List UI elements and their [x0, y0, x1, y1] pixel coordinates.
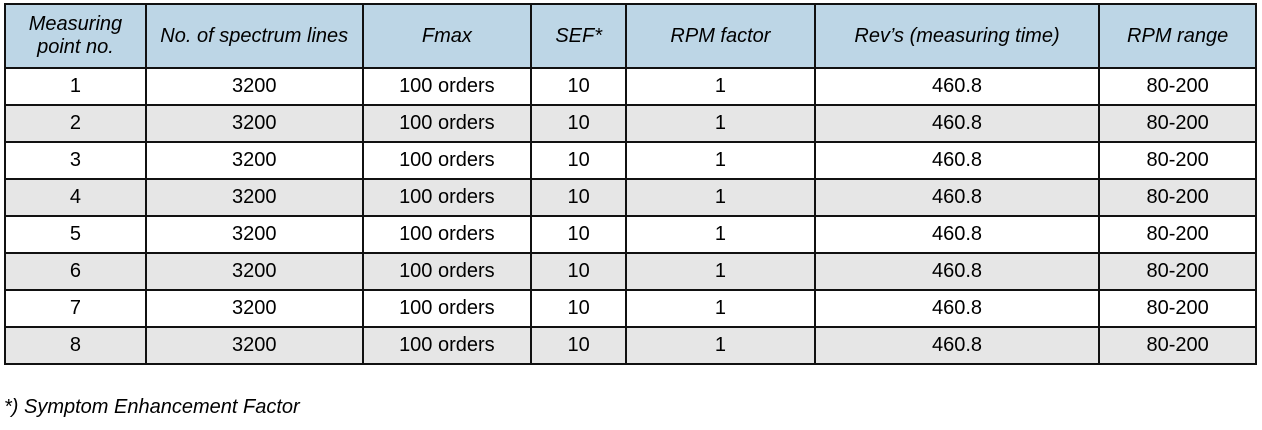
table-cell: 80-200 — [1098, 67, 1257, 106]
table-cell: 460.8 — [813, 178, 1101, 217]
table-row: 1 3200 100 orders 10 1 460.8 80-200 — [4, 67, 1257, 106]
table-cell: 10 — [530, 252, 628, 291]
table-cell: 6 — [4, 252, 147, 291]
table-cell: 80-200 — [1098, 289, 1257, 328]
column-header: Measuring point no. — [4, 3, 147, 69]
table-cell: 460.8 — [813, 141, 1101, 180]
table-cell: 1 — [625, 326, 816, 365]
table-cell: 1 — [625, 252, 816, 291]
table-cell: 80-200 — [1098, 252, 1257, 291]
header-row: Measuring point no. No. of spectrum lines… — [4, 3, 1257, 69]
table-cell: 1 — [625, 141, 816, 180]
table-cell: 100 orders — [361, 67, 533, 106]
column-header: Rev’s (measuring time) — [813, 3, 1101, 69]
table-cell: 10 — [530, 178, 628, 217]
table-cell: 100 orders — [361, 289, 533, 328]
table-row: 2 3200 100 orders 10 1 460.8 80-200 — [4, 104, 1257, 143]
table-cell: 10 — [530, 104, 628, 143]
table-cell: 80-200 — [1098, 141, 1257, 180]
table-cell: 3200 — [144, 252, 364, 291]
table-cell: 100 orders — [361, 104, 533, 143]
table-cell: 1 — [625, 67, 816, 106]
table-cell: 100 orders — [361, 178, 533, 217]
table-cell: 80-200 — [1098, 104, 1257, 143]
column-header: No. of spectrum lines — [144, 3, 364, 69]
table-row: 3 3200 100 orders 10 1 460.8 80-200 — [4, 141, 1257, 180]
table-cell: 1 — [625, 215, 816, 254]
table-cell: 8 — [4, 326, 147, 365]
table-cell: 1 — [625, 289, 816, 328]
table-cell: 3200 — [144, 67, 364, 106]
table-cell: 80-200 — [1098, 178, 1257, 217]
footnote: *) Symptom Enhancement Factor — [4, 396, 300, 418]
table-cell: 4 — [4, 178, 147, 217]
table-cell: 460.8 — [813, 104, 1101, 143]
table-row: 7 3200 100 orders 10 1 460.8 80-200 — [4, 289, 1257, 328]
table-cell: 1 — [625, 104, 816, 143]
table-cell: 100 orders — [361, 141, 533, 180]
table-cell: 100 orders — [361, 215, 533, 254]
table-cell: 80-200 — [1098, 215, 1257, 254]
table-cell: 3200 — [144, 104, 364, 143]
column-header: Fmax — [361, 3, 533, 69]
table-cell: 3200 — [144, 215, 364, 254]
table-cell: 80-200 — [1098, 326, 1257, 365]
table-row: 5 3200 100 orders 10 1 460.8 80-200 — [4, 215, 1257, 254]
column-header: RPM factor — [625, 3, 816, 69]
table-cell: 3200 — [144, 326, 364, 365]
table-cell: 10 — [530, 215, 628, 254]
measurement-table: Measuring point no. No. of spectrum lines… — [4, 3, 1257, 365]
table-row: 8 3200 100 orders 10 1 460.8 80-200 — [4, 326, 1257, 365]
table-cell: 460.8 — [813, 67, 1101, 106]
table-cell: 10 — [530, 141, 628, 180]
table-cell: 460.8 — [813, 252, 1101, 291]
table-row: 4 3200 100 orders 10 1 460.8 80-200 — [4, 178, 1257, 217]
table-cell: 1 — [625, 178, 816, 217]
table-cell: 10 — [530, 67, 628, 106]
table-cell: 10 — [530, 289, 628, 328]
table-cell: 5 — [4, 215, 147, 254]
table-cell: 10 — [530, 326, 628, 365]
table-cell: 100 orders — [361, 326, 533, 365]
table-cell: 3 — [4, 141, 147, 180]
table-cell: 7 — [4, 289, 147, 328]
table-cell: 460.8 — [813, 289, 1101, 328]
table-cell: 460.8 — [813, 326, 1101, 365]
column-header: RPM range — [1098, 3, 1257, 69]
table-cell: 2 — [4, 104, 147, 143]
table-cell: 3200 — [144, 289, 364, 328]
table-row: 6 3200 100 orders 10 1 460.8 80-200 — [4, 252, 1257, 291]
table-cell: 1 — [4, 67, 147, 106]
column-header: SEF* — [530, 3, 628, 69]
table-cell: 3200 — [144, 141, 364, 180]
table-cell: 100 orders — [361, 252, 533, 291]
table-cell: 3200 — [144, 178, 364, 217]
table-cell: 460.8 — [813, 215, 1101, 254]
